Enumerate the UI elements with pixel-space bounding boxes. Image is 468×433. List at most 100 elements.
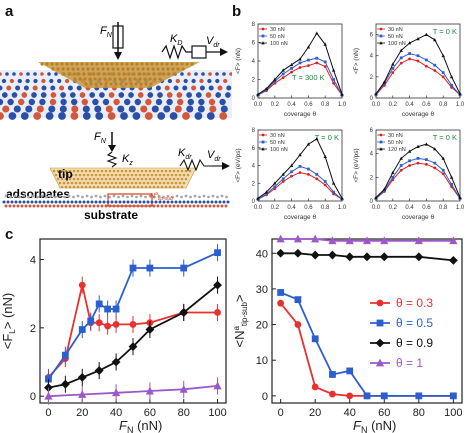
- data-point: [94, 366, 104, 375]
- tip-atom: [172, 72, 176, 76]
- side-tip-atom: [108, 177, 112, 181]
- side-tip-atom: [140, 185, 144, 189]
- substrate-atom: [191, 85, 197, 91]
- chart-b1: 0.0 0.2 0.4 0.6 0.8 1.0 0 2 4 6 8 coverage θ <F> (nN…: [235, 22, 347, 118]
- side-tip-atom: [56, 169, 60, 173]
- substrate-atom: [12, 72, 16, 76]
- substrate-side-atom: [46, 200, 50, 204]
- tip-atom: [129, 82, 133, 86]
- side-tip-atom: [166, 181, 170, 185]
- substrate-atom: [33, 78, 38, 84]
- tip-atom: [115, 62, 119, 66]
- data-point: [129, 321, 137, 328]
- data-point: [298, 164, 302, 168]
- substrate-side-atom: [48, 204, 52, 208]
- adsorbate-atom: [193, 194, 197, 198]
- y-tick-label: 0: [252, 199, 256, 205]
- side-tip-atom: [116, 185, 120, 189]
- substrate-side-atom: [144, 204, 148, 208]
- substrate-atom: [199, 85, 205, 91]
- data-point: [380, 392, 388, 400]
- legend-entry: 50 nN: [388, 34, 403, 40]
- data-point: [425, 162, 428, 166]
- series-100-nN: 100 nN: [374, 32, 462, 96]
- substrate-side-atom: [70, 200, 74, 204]
- tip-atom: [72, 72, 76, 76]
- legend-entry: 30 nN: [270, 133, 285, 139]
- side-tip-atom: [62, 181, 66, 185]
- substrate-atom: [25, 78, 30, 84]
- data-point: [391, 71, 395, 75]
- data-point: [332, 190, 335, 194]
- substrate-atom: [145, 98, 152, 106]
- substrate-atom: [215, 72, 219, 76]
- x-tick-label: 0.4: [405, 205, 414, 211]
- substrate-atom: [71, 105, 79, 113]
- tip-atom: [95, 62, 99, 66]
- substrate-atom: [82, 105, 90, 113]
- data-point: [433, 38, 437, 42]
- panel-label-a: a: [5, 3, 14, 20]
- substrate-atom: [175, 78, 180, 84]
- substrate-atom: [169, 112, 178, 120]
- tip-atom: [125, 62, 129, 66]
- y-tick-label: 4: [252, 59, 256, 65]
- tip-atom: [158, 77, 162, 81]
- side-tip-atom: [70, 173, 74, 177]
- substrate-side-atom: [60, 204, 64, 208]
- x-tick-label: 0.0: [372, 205, 381, 211]
- side-tip-atom: [156, 185, 160, 189]
- data-point: [399, 56, 403, 60]
- y-tick-label: 6: [370, 33, 374, 39]
- tip-atom: [101, 67, 105, 71]
- data-point: [399, 168, 403, 172]
- data-point: [362, 236, 372, 245]
- side-force-arrow: [106, 132, 118, 168]
- substrate-atom: [225, 92, 231, 98]
- substrate-side-atom: [120, 204, 124, 208]
- substrate-side-atom: [136, 204, 140, 208]
- tip-atom: [190, 62, 194, 66]
- side-tip-atom: [116, 169, 120, 173]
- substrate-side-atom: [194, 200, 198, 204]
- adsorbate-atom: [216, 195, 219, 199]
- data-point: [290, 67, 293, 70]
- y-tick-label: 2: [370, 75, 374, 81]
- substrate-side-atom: [14, 200, 18, 204]
- data-point: [276, 248, 286, 258]
- data-point: [281, 172, 285, 176]
- side-tip-atom: [180, 185, 184, 189]
- data-point: [329, 371, 336, 378]
- substrate-atom: [9, 78, 15, 84]
- data-point: [60, 379, 70, 389]
- plot-frame: [375, 23, 461, 99]
- data-point: [61, 351, 69, 359]
- data-point: [340, 196, 344, 200]
- substrate-side-atom: [178, 200, 182, 204]
- data-point: [433, 69, 437, 72]
- series-line: [48, 385, 218, 398]
- data-point: [391, 170, 395, 174]
- series--0-9: [44, 276, 222, 397]
- tip-atom: [130, 62, 134, 66]
- x-tick-label: 20: [76, 407, 88, 419]
- side-tip-atom: [140, 177, 144, 181]
- tip-atom: [88, 77, 92, 81]
- substrate-side-atom: [166, 200, 170, 204]
- adsorbate-atom: [99, 195, 102, 199]
- side-tip-atom: [90, 181, 94, 185]
- side-tip-atom: [124, 169, 128, 173]
- x-tick-label: 0.8: [439, 205, 448, 211]
- data-point: [329, 390, 336, 398]
- data-point: [277, 299, 285, 307]
- data-point: [416, 36, 420, 41]
- data-point: [213, 381, 222, 390]
- side-tip-atom: [94, 173, 98, 177]
- substrate-atom: [69, 92, 76, 98]
- substrate-side-atom: [8, 204, 12, 208]
- substrate-side-atom: [186, 200, 190, 204]
- top-tip: [38, 62, 200, 88]
- tip-atom: [127, 72, 131, 76]
- substrate-atom: [17, 78, 22, 84]
- tip-atom: [92, 72, 96, 76]
